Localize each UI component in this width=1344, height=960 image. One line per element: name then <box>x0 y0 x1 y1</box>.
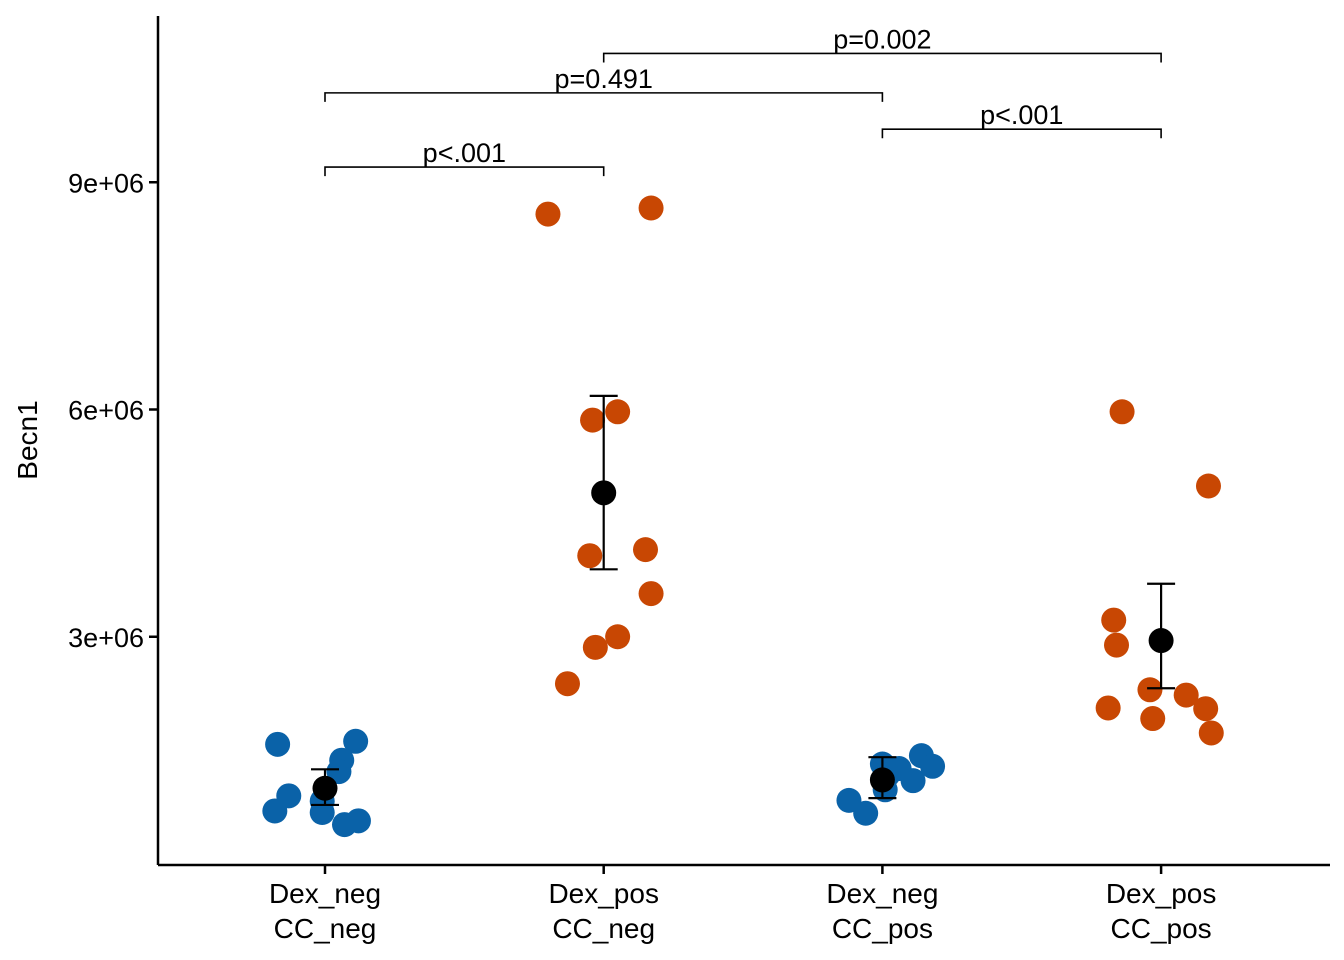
p-value-label: p<.001 <box>980 100 1063 130</box>
data-point <box>580 407 606 433</box>
data-point <box>265 731 291 757</box>
significance-bracket <box>881 128 1162 139</box>
x-tick-label-line1: Dex_neg <box>269 878 381 909</box>
data-point <box>309 799 335 825</box>
p-value-label: p=0.491 <box>555 64 653 94</box>
mean-point <box>591 480 617 506</box>
data-point <box>900 768 926 794</box>
data-point <box>1109 399 1135 425</box>
data-point <box>1140 706 1166 732</box>
data-point <box>853 800 879 826</box>
data-point <box>1193 696 1219 722</box>
data-point <box>577 543 603 569</box>
mean-point <box>869 767 895 793</box>
x-tick-label-line1: Dex_neg <box>826 878 938 909</box>
data-point <box>326 759 352 785</box>
y-axis-title: Becn1 <box>12 400 43 479</box>
significance-bracket <box>602 52 1162 63</box>
p-value-label: p=0.002 <box>833 24 931 54</box>
significance-bracket <box>324 166 605 177</box>
data-point <box>535 201 561 227</box>
data-point <box>1095 695 1121 721</box>
data-point <box>1104 632 1130 658</box>
significance-brackets: p<.001 p=0.491 p=0.002 p<.001 <box>324 24 1162 177</box>
mean-point <box>1148 628 1174 654</box>
x-axis: Dex_neg CC_neg Dex_pos CC_neg Dex_neg CC_pos D… <box>158 863 1330 944</box>
data-point <box>633 537 659 563</box>
data-point <box>1137 677 1163 703</box>
x-tick-label-line2: CC_pos <box>832 913 933 944</box>
x-tick-label-line2: CC_pos <box>1111 913 1212 944</box>
y-tick-label: 6e+06 <box>68 396 144 426</box>
data-point <box>1198 720 1224 746</box>
y-tick-label: 9e+06 <box>68 168 144 198</box>
mean-error-bars <box>311 394 1176 807</box>
data-points <box>262 195 1224 838</box>
data-point <box>605 624 631 650</box>
data-point <box>638 581 664 607</box>
data-point <box>582 634 608 660</box>
data-point <box>920 753 946 779</box>
data-point <box>605 399 631 425</box>
x-tick-label-line2: CC_neg <box>552 913 655 944</box>
data-point <box>1195 473 1221 499</box>
data-point <box>332 812 358 838</box>
y-tick-label: 3e+06 <box>68 623 144 653</box>
x-tick-label-line2: CC_neg <box>274 913 377 944</box>
p-value-label: p<.001 <box>423 138 506 168</box>
data-point <box>638 195 664 221</box>
x-tick-label-line1: Dex_pos <box>548 878 659 909</box>
data-point <box>1173 682 1199 708</box>
y-axis: 3e+06 6e+06 9e+06 <box>68 16 160 865</box>
significance-bracket <box>324 92 884 102</box>
data-point <box>262 798 288 824</box>
x-tick-label-line1: Dex_pos <box>1106 878 1217 909</box>
mean-point <box>312 775 338 801</box>
data-point <box>343 728 369 754</box>
data-point <box>554 671 580 697</box>
data-point <box>1101 607 1127 633</box>
